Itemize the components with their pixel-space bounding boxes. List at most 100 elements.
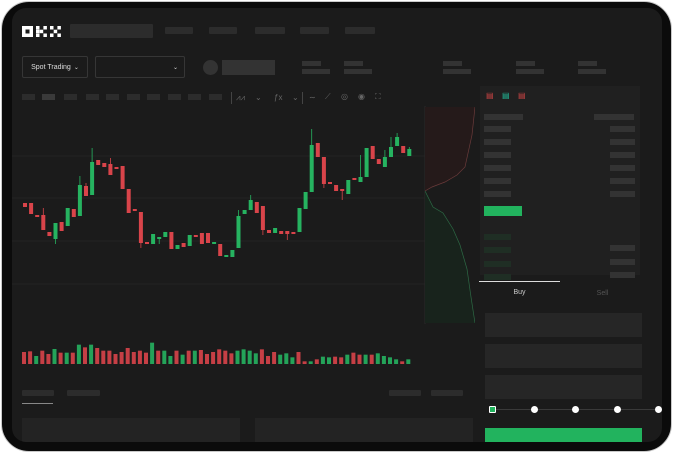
nav-item[interactable] [255,27,285,34]
orderbook-asks-icon[interactable]: ▤ [518,91,526,100]
candle-body [315,143,320,157]
candle-body [285,231,290,234]
camera-icon[interactable]: ◎ [341,92,348,101]
candle-body [407,149,412,156]
stat-label [344,61,363,66]
volume-bar [168,356,173,364]
fullscreen-icon[interactable]: ⛶ [375,92,381,101]
bottom-action[interactable] [389,390,421,396]
buy-tab[interactable]: Buy [513,289,526,296]
volume-bar [308,361,313,364]
chevron-down-icon[interactable]: ⌄ [292,93,299,102]
slider-step[interactable] [655,406,662,413]
chevron-down-icon[interactable]: ⌄ [255,93,262,102]
bottom-tab-history[interactable] [67,390,100,396]
volume-bar [101,350,106,364]
candle-body [248,200,253,210]
volume-bar [119,352,124,364]
volume-bar [46,354,51,364]
candle-body [29,203,34,214]
candle-body [59,222,64,231]
candle-body [364,148,369,177]
candle-body [84,186,88,196]
volume-bar [162,350,167,364]
nav-item[interactable] [345,27,375,34]
nav-item[interactable] [165,27,193,34]
bottom-tab-underline [22,403,53,404]
slider-step[interactable] [572,406,579,413]
buy-button[interactable] [485,428,642,442]
timeframe-button[interactable] [42,94,55,100]
timeframe-button[interactable] [188,94,201,100]
volume-bar [229,353,234,364]
stat-value [443,69,471,74]
timeframe-button[interactable] [147,94,160,100]
slider-handle[interactable] [489,406,496,413]
candle-body [71,209,76,217]
candle-body [163,232,168,237]
candle-body [126,189,131,213]
orderbook-bids-icon[interactable]: ▤ [502,91,510,100]
nav-item[interactable] [300,27,329,34]
bottom-panel-left [22,418,240,442]
ruler-icon[interactable]: ⟋ [325,92,331,101]
settings-icon[interactable]: ◉ [358,92,365,101]
orderbook-both-icon[interactable]: ▤ [486,91,494,100]
slider-step[interactable] [613,406,621,413]
search-bar[interactable] [70,24,153,38]
candle-body [35,215,40,217]
ask-amount [610,139,635,145]
volume-bar [278,354,283,364]
total-input[interactable] [485,375,642,399]
amount-slider[interactable] [489,405,662,415]
bottom-action[interactable] [431,390,463,396]
volume-bar [198,350,203,364]
bottom-panel-right [255,418,473,442]
nav-item[interactable] [209,27,237,34]
sell-tab[interactable]: Sell [596,290,609,297]
chevron-down-icon: ⌄ [73,64,79,71]
candle-body [395,137,400,146]
volume-bar [192,350,197,364]
candle-body [41,215,46,230]
volume-bar [113,354,118,364]
indicator-icon[interactable]: ⩘⩘ [236,93,246,102]
volume-bar [259,349,264,364]
formula-icon[interactable]: ƒx [274,93,283,102]
bid-price [484,274,511,280]
volume-bar [296,352,301,364]
volume-bar [327,357,331,364]
bottom-tab-open-orders[interactable] [22,390,54,396]
volume-bar [247,350,252,364]
slider-step[interactable] [530,406,538,413]
amount-input[interactable] [485,344,642,368]
line-tool-icon[interactable]: ∼ [309,93,316,102]
stat-value [302,69,330,74]
timeframe-button[interactable] [86,94,99,100]
timeframe-button[interactable] [22,94,35,100]
volume-bar [22,352,26,364]
volume-bar [406,359,411,364]
volume-bar [174,350,179,364]
spot-trading-dropdown[interactable]: Spot Trading ⌄ [22,56,88,78]
volume-bar [76,344,81,364]
timeframe-button[interactable] [127,94,140,100]
volume-bar [144,352,148,364]
timeframe-button[interactable] [106,94,119,100]
candlestick-chart[interactable] [12,106,427,376]
timeframe-button[interactable] [209,94,222,100]
candle-body [218,244,223,256]
ask-price [484,178,511,184]
volume-bar [64,352,69,364]
candle-body [346,180,351,194]
volume-bar [320,356,325,364]
volume-bar [89,344,94,364]
price-input[interactable] [485,313,642,337]
volume-bar [95,348,100,364]
candle-body [279,231,284,234]
ask-price [484,191,511,197]
volume-bar [217,349,222,364]
timeframe-button[interactable] [64,94,77,100]
pair-selector[interactable]: ⌄ [95,56,185,78]
timeframe-button[interactable] [168,94,181,100]
